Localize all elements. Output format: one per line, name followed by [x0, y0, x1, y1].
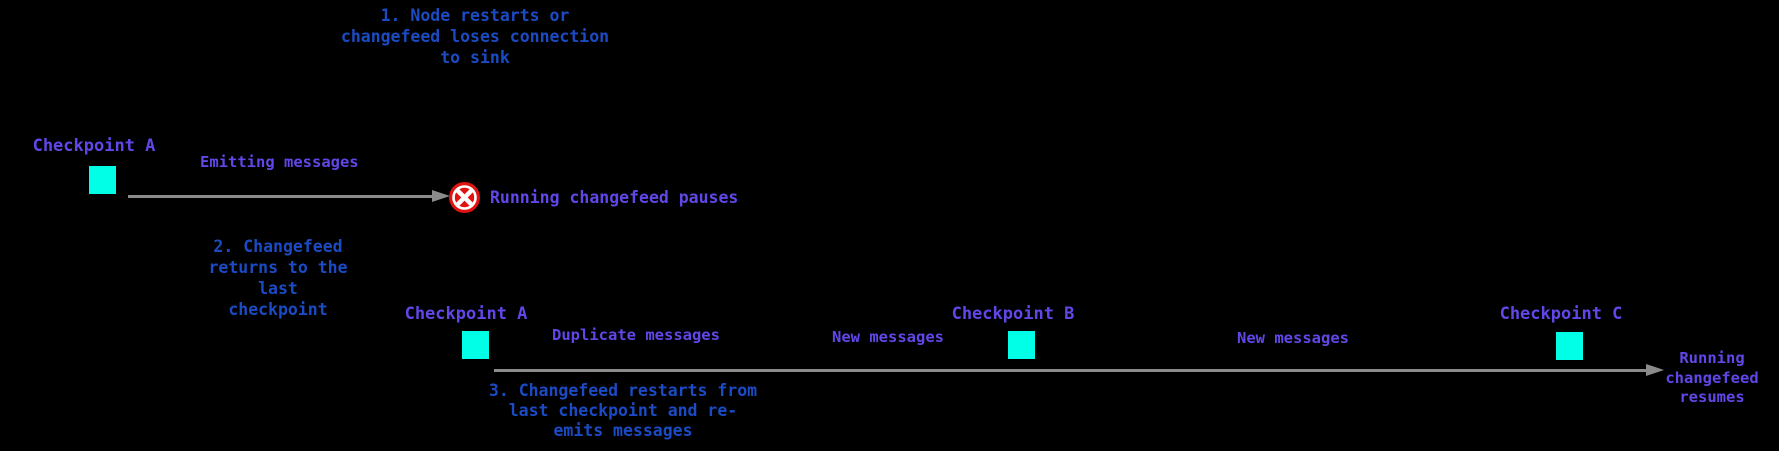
step-1-annotation: 1. Node restarts or changefeed loses con…: [340, 6, 610, 67]
timeline1-line: [128, 195, 432, 198]
step-3-annotation: 3. Changefeed restarts from last checkpo…: [488, 381, 758, 440]
timeline2-arrowhead: [1646, 364, 1664, 376]
timeline2-duplicate-messages-label: Duplicate messages: [552, 326, 720, 344]
timeline2-checkpoint-c-marker: [1556, 332, 1583, 360]
timeline1-checkpoint-a-marker: [89, 166, 116, 194]
timeline2-checkpoint-a-label: Checkpoint A: [404, 304, 528, 324]
timeline1-arrowhead: [432, 190, 450, 202]
timeline2-new-messages-2-label: New messages: [1237, 329, 1349, 347]
timeline2-line: [494, 369, 1646, 372]
timeline2-resume-label: Running changefeed resumes: [1665, 349, 1759, 406]
timeline2-checkpoint-a-marker: [462, 331, 489, 359]
timeline2-checkpoint-b-label: Checkpoint B: [951, 304, 1075, 324]
timeline2-checkpoint-b-marker: [1008, 331, 1035, 359]
timeline2-checkpoint-c-label: Checkpoint C: [1499, 304, 1623, 324]
timeline1-pause-label: Running changefeed pauses: [490, 188, 739, 207]
timeline1-checkpoint-a-label: Checkpoint A: [32, 136, 156, 156]
step-2-annotation: 2. Changefeed returns to the last checkp…: [208, 237, 348, 319]
cancel-circle-icon: [449, 182, 480, 213]
timeline2-new-messages-1-label: New messages: [832, 328, 944, 346]
timeline1-emitting-messages-label: Emitting messages: [200, 153, 359, 171]
